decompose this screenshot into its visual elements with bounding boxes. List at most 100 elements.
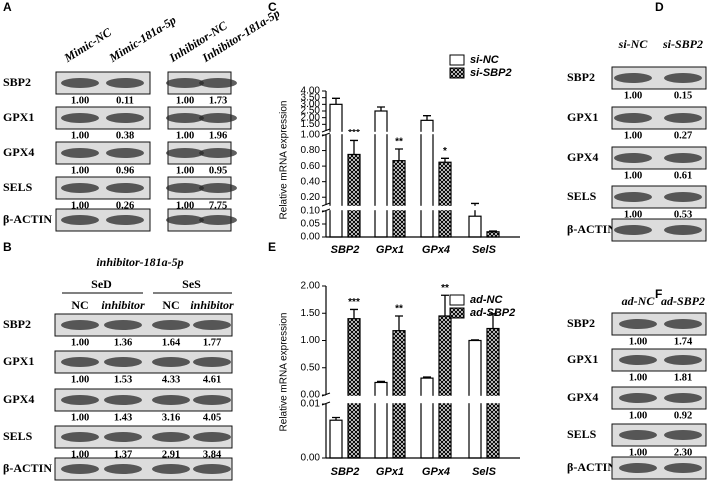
band-value: 1.00 — [629, 447, 647, 458]
band-value: 0.96 — [116, 165, 134, 176]
band — [166, 78, 204, 88]
y-tick-label: 0.20 — [301, 192, 321, 203]
panel-label: C — [268, 0, 277, 14]
x-tick-label: SBP2 — [331, 466, 360, 478]
y-tick-label: 2.00 — [301, 281, 321, 292]
lane-header: si-NC — [618, 37, 649, 51]
bar — [347, 318, 361, 459]
blot-box — [54, 350, 233, 374]
bar — [392, 160, 406, 238]
band-value: 1.00 — [624, 130, 642, 141]
band — [61, 320, 99, 330]
blot-box — [55, 176, 151, 200]
band — [619, 355, 657, 365]
y-axis-label: Relative mRNA expression — [279, 313, 290, 432]
row-label: GPX1 — [3, 354, 34, 368]
band — [104, 320, 142, 330]
error-bar — [441, 157, 449, 163]
row-label: β-ACTIN — [567, 460, 616, 474]
band-value: 0.27 — [674, 130, 692, 141]
row-label: SBP2 — [567, 70, 595, 84]
band — [104, 357, 142, 367]
band — [104, 432, 142, 442]
band-value: 0.61 — [674, 170, 692, 181]
x-tick-label: SelS — [472, 244, 497, 256]
error-bar — [395, 315, 403, 331]
band — [61, 357, 99, 367]
band-value: 1.00 — [624, 209, 642, 220]
band-value: 1.00 — [71, 374, 89, 385]
y-tick-label: 0.50 — [301, 362, 321, 373]
band — [193, 432, 231, 442]
band — [106, 183, 144, 193]
band — [199, 215, 237, 225]
band — [61, 395, 99, 405]
band — [106, 78, 144, 88]
row-label: GPX1 — [567, 110, 598, 124]
bar — [438, 161, 452, 238]
row-label: SELS — [567, 427, 597, 441]
band-value: 0.38 — [116, 130, 134, 141]
x-tick-label: SelS — [472, 466, 497, 478]
bar — [420, 377, 434, 459]
band — [664, 319, 702, 329]
y-tick-label: 1.00 — [301, 130, 321, 141]
band — [152, 464, 190, 474]
axis-break — [322, 395, 520, 404]
lane-header: NC — [162, 298, 179, 312]
blot-box — [611, 386, 707, 410]
lane-header: ad-NC — [622, 294, 656, 308]
error-bar — [350, 139, 358, 155]
band — [104, 464, 142, 474]
band — [166, 183, 204, 193]
band-value: 0.95 — [209, 165, 227, 176]
band — [106, 215, 144, 225]
error-bar — [441, 294, 449, 316]
band-value: 1.96 — [209, 130, 227, 141]
legend-swatch — [449, 294, 465, 306]
panel-label: F — [655, 287, 662, 301]
band-value: 1.77 — [203, 337, 221, 348]
band-value: 1.53 — [114, 374, 132, 385]
bar — [486, 231, 500, 238]
y-tick-label: 1.50 — [301, 308, 321, 319]
bar — [329, 103, 343, 238]
bar — [347, 153, 361, 238]
band-value: 1.00 — [176, 95, 194, 106]
legend-swatch — [449, 67, 465, 79]
blot-box — [611, 218, 707, 242]
band — [664, 225, 702, 235]
lane-header: inhibitor — [190, 298, 234, 312]
band-value: 1.00 — [71, 449, 89, 460]
band — [61, 78, 99, 88]
band — [614, 73, 652, 83]
row-label: GPX4 — [3, 145, 34, 159]
lane-header: Mimic-NC — [61, 25, 115, 66]
error-bar — [332, 97, 340, 105]
band-value: 1.00 — [624, 90, 642, 101]
band — [106, 113, 144, 123]
band-value: 1.81 — [674, 372, 692, 383]
blot-box — [611, 423, 707, 447]
band-value: 2.91 — [162, 449, 180, 460]
x-tick-label: GPx1 — [376, 466, 404, 478]
axis-break — [322, 205, 520, 211]
legend-label: si-SBP2 — [470, 67, 512, 79]
band — [61, 113, 99, 123]
x-tick-label: GPx4 — [422, 466, 450, 478]
y-tick-label: 0.05 — [301, 219, 321, 230]
error-bar — [423, 376, 431, 379]
band — [614, 225, 652, 235]
error-bar — [332, 416, 340, 421]
y-tick-label: 0.60 — [301, 161, 321, 172]
band — [199, 113, 237, 123]
blot-box — [54, 313, 233, 337]
panel-label: A — [3, 0, 12, 14]
x-tick-label: GPx1 — [376, 244, 404, 256]
band-value: 3.84 — [203, 449, 222, 460]
blot-box — [55, 141, 151, 165]
blot-box — [55, 106, 151, 130]
band — [199, 78, 237, 88]
row-label: SBP2 — [3, 75, 31, 89]
band-value: 1.00 — [71, 130, 89, 141]
